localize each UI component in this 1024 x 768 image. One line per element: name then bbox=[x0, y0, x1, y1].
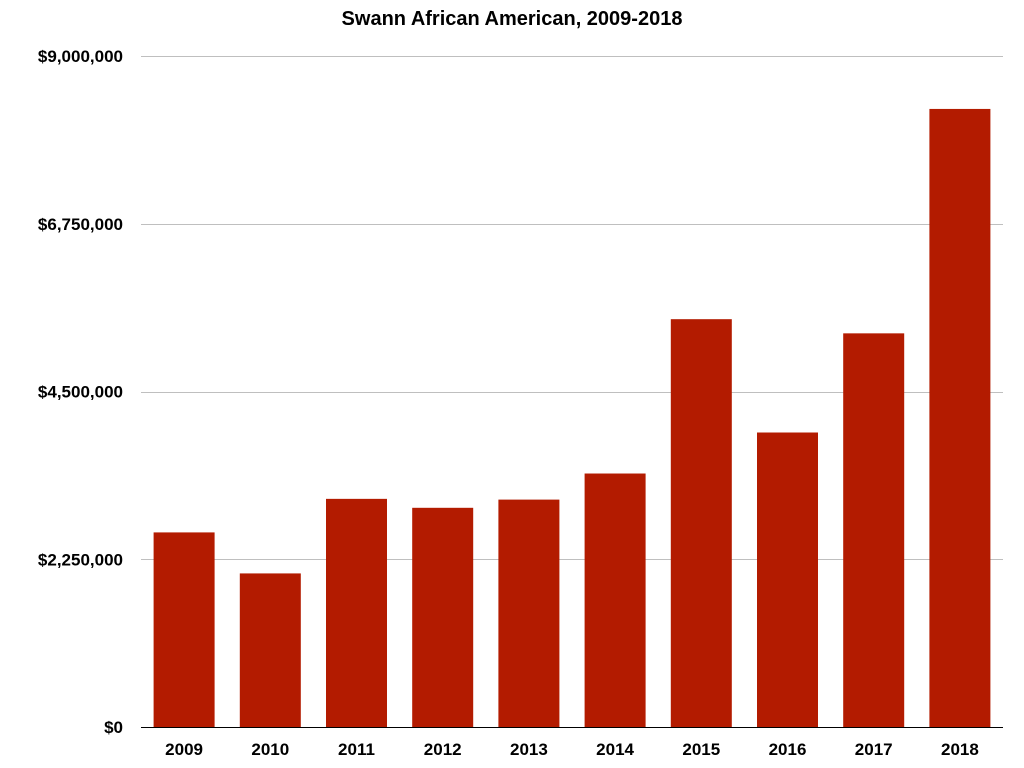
x-tick-label: 2014 bbox=[596, 740, 634, 759]
bar bbox=[670, 319, 732, 727]
x-tick-label: 2016 bbox=[769, 740, 807, 759]
bar bbox=[584, 473, 646, 727]
x-tick-label: 2009 bbox=[165, 740, 203, 759]
y-tick-label: $6,750,000 bbox=[38, 215, 123, 234]
bar bbox=[843, 333, 905, 727]
x-tick-label: 2018 bbox=[941, 740, 979, 759]
chart-title: Swann African American, 2009-2018 bbox=[341, 8, 683, 30]
x-tick-label: 2017 bbox=[855, 740, 893, 759]
x-tick-label: 2010 bbox=[251, 740, 289, 759]
x-tick-label: 2013 bbox=[510, 740, 548, 759]
bar bbox=[757, 432, 818, 727]
bar bbox=[498, 499, 560, 727]
y-tick-labels: $0 $2,250,000 $4,500,000 $6,750,000 $9,000,0… bbox=[38, 47, 123, 737]
y-tick-label: $2,250,000 bbox=[38, 550, 123, 569]
x-tick-label: 2012 bbox=[424, 740, 462, 759]
x-tick-label: 2015 bbox=[682, 740, 720, 759]
bar bbox=[239, 573, 301, 727]
y-tick-label: $9,000,000 bbox=[38, 47, 123, 66]
bar bbox=[153, 532, 215, 727]
y-tick-label: $0 bbox=[104, 718, 123, 737]
x-tick-labels: 2009 2010 2011 2012 2013 2014 2015 2016 2017 2018 bbox=[165, 740, 979, 759]
bars bbox=[153, 108, 991, 727]
y-tick-label: $4,500,000 bbox=[38, 383, 123, 402]
bar bbox=[929, 108, 991, 727]
bar bbox=[326, 498, 387, 727]
x-tick-label: 2011 bbox=[338, 740, 375, 759]
bar bbox=[412, 507, 474, 727]
